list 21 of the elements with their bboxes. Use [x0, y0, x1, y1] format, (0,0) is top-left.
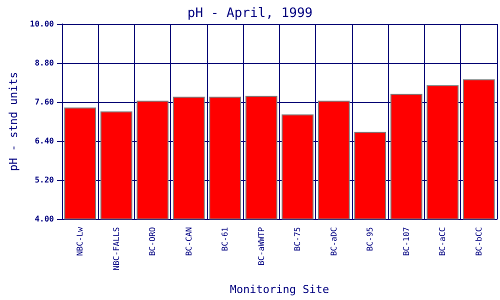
y-tick-label: 6.40 [34, 136, 54, 146]
x-tick-label: BC-aDC [329, 226, 338, 256]
x-tick-label: BC-61 [220, 226, 230, 252]
y-axis-title: pH - stnd units [7, 72, 20, 172]
x-tick-label: NBC-Lw [76, 226, 85, 256]
x-tick-label: BC-107 [402, 226, 411, 256]
x-tick-label: BC-bCC [474, 226, 484, 256]
y-tick-label: 4.00 [34, 214, 54, 224]
y-tick-label: 10.00 [30, 20, 54, 28]
x-tick-label: BC-aWWTP [256, 226, 266, 266]
x-tick-label: BC-75 [293, 226, 302, 252]
x-tick-label: BC-ORO [148, 226, 158, 256]
x-tick-label: BC-aCC [438, 226, 448, 256]
y-tick-label: 8.80 [34, 58, 54, 68]
x-axis-title: Monitoring Site [230, 283, 330, 296]
x-tick-label: NBC-FALLS [112, 226, 121, 270]
y-tick-label: 5.20 [34, 176, 54, 184]
chart-title: pH - April, 1999 [187, 6, 313, 21]
x-tick-label: BC-CAN [184, 226, 194, 256]
y-tick-label: 7.60 [34, 98, 54, 106]
x-tick-label: BC-95 [366, 226, 375, 252]
